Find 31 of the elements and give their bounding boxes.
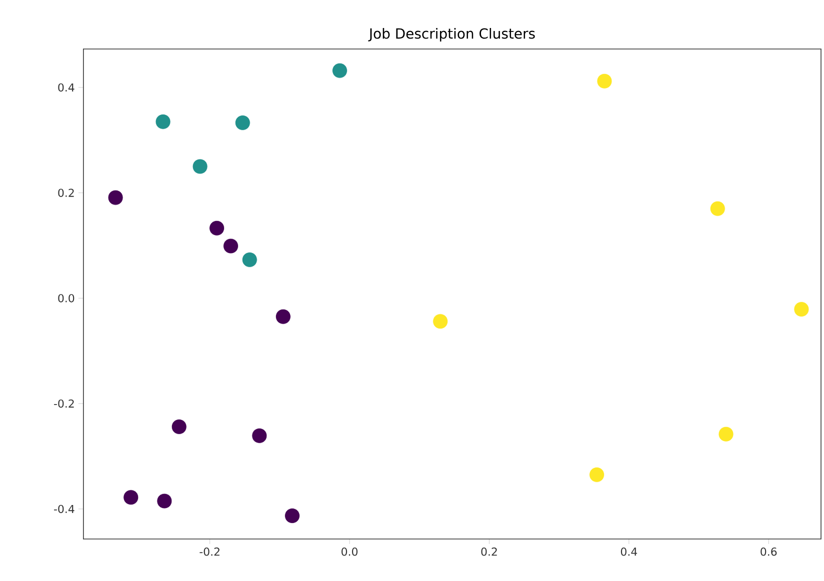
point [171, 419, 187, 434]
point [223, 238, 238, 254]
point [718, 426, 734, 442]
y-tick-label: -0.2 [54, 399, 74, 408]
point [242, 252, 258, 268]
x-tick-label: 0.4 [620, 548, 638, 556]
point [192, 158, 208, 174]
y-tick-label: -0.4 [54, 504, 74, 514]
point [794, 302, 810, 317]
point [432, 314, 448, 330]
point [596, 73, 612, 89]
x-tick-label: 0.2 [481, 548, 497, 556]
point [234, 115, 250, 130]
point [275, 308, 291, 324]
point [209, 220, 225, 236]
x-tick-label: 0.0 [342, 548, 358, 556]
y-tick-label: 0.2 [58, 188, 74, 197]
point [156, 493, 172, 509]
point [155, 114, 171, 130]
point [252, 428, 268, 444]
chart-title: Job Description Clusters [368, 28, 535, 42]
point [332, 62, 348, 78]
y-tick-label: 0.0 [58, 294, 74, 302]
point [284, 508, 300, 524]
x-tick-label: 0.6 [760, 548, 777, 556]
point [123, 490, 139, 506]
point [589, 467, 604, 482]
point [108, 190, 124, 206]
y-tick-label: 0.4 [58, 83, 74, 92]
point [710, 200, 726, 216]
x-tick-label: -0.2 [200, 548, 220, 556]
